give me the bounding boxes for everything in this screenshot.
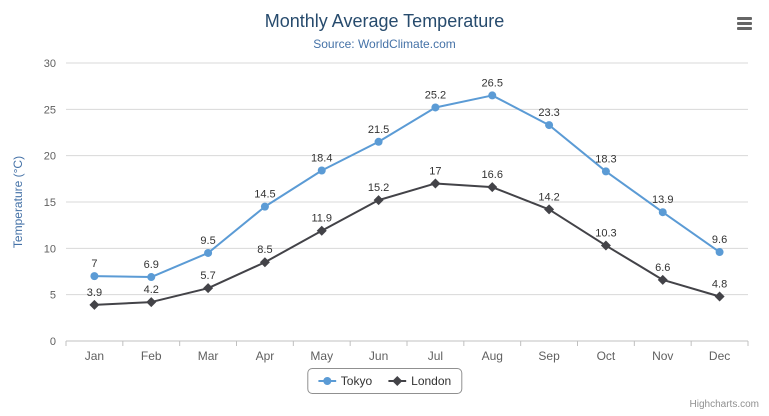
data-label: 26.5 bbox=[482, 77, 503, 89]
series-line-tokyo bbox=[93, 94, 721, 279]
data-label: 17 bbox=[429, 165, 441, 177]
x-tick-label: Jul bbox=[428, 349, 443, 363]
x-tick-label: Jun bbox=[369, 349, 388, 363]
data-point-marker[interactable] bbox=[600, 240, 611, 251]
data-point-marker[interactable] bbox=[146, 297, 157, 308]
data-label: 4.2 bbox=[144, 284, 159, 296]
data-label: 4.8 bbox=[712, 279, 727, 291]
legend-item-tokyo[interactable]: Tokyo bbox=[317, 374, 373, 388]
series-line-london bbox=[93, 182, 721, 306]
data-label: 11.9 bbox=[311, 213, 332, 225]
data-label: 7 bbox=[91, 258, 97, 270]
data-label: 18.3 bbox=[595, 153, 616, 165]
data-label: 9.5 bbox=[200, 235, 215, 247]
chart-subtitle: Source: WorldClimate.com bbox=[313, 37, 456, 51]
data-point-marker[interactable] bbox=[714, 291, 725, 302]
data-point-marker[interactable] bbox=[90, 272, 99, 281]
data-point-marker[interactable] bbox=[259, 257, 270, 268]
y-tick-label: 5 bbox=[50, 290, 56, 302]
data-label: 6.9 bbox=[144, 259, 159, 271]
data-label: 25.2 bbox=[425, 89, 446, 101]
data-point-marker[interactable] bbox=[147, 273, 156, 282]
data-label: 16.6 bbox=[482, 169, 503, 181]
x-tick-label: Nov bbox=[652, 349, 673, 363]
y-tick-label: 15 bbox=[44, 197, 56, 209]
x-tick-label: Sep bbox=[538, 349, 560, 363]
y-tick-label: 20 bbox=[44, 151, 56, 163]
legend-item-london[interactable]: London bbox=[388, 374, 451, 388]
x-tick-label: Mar bbox=[198, 349, 219, 363]
x-tick-label: Jan bbox=[85, 349, 104, 363]
x-tick-label: Oct bbox=[597, 349, 616, 363]
data-point-marker[interactable] bbox=[601, 167, 610, 176]
legend-label: Tokyo bbox=[340, 374, 373, 388]
y-tick-label: 0 bbox=[50, 336, 56, 348]
data-point-marker[interactable] bbox=[260, 202, 269, 211]
data-point-marker[interactable] bbox=[657, 274, 668, 285]
data-point-marker[interactable] bbox=[545, 121, 554, 130]
y-tick-label: 30 bbox=[44, 58, 56, 70]
data-point-marker[interactable] bbox=[317, 166, 326, 175]
y-tick-label: 10 bbox=[44, 243, 56, 255]
legend: Tokyo London bbox=[306, 368, 463, 394]
y-tick-label: 25 bbox=[44, 104, 56, 116]
x-tick-label: May bbox=[310, 349, 333, 363]
hamburger-menu-icon[interactable] bbox=[731, 12, 757, 34]
data-label: 3.9 bbox=[87, 287, 102, 299]
data-point-marker[interactable] bbox=[204, 248, 213, 257]
data-point-marker[interactable] bbox=[431, 103, 440, 112]
data-point-marker[interactable] bbox=[544, 204, 555, 215]
data-label: 18.4 bbox=[311, 152, 332, 164]
data-label: 14.5 bbox=[254, 189, 275, 201]
diamond-marker-icon bbox=[388, 376, 407, 386]
data-point-marker[interactable] bbox=[373, 195, 384, 206]
data-point-marker[interactable] bbox=[658, 208, 667, 217]
data-label: 23.3 bbox=[538, 107, 559, 119]
data-label: 5.7 bbox=[200, 270, 215, 282]
data-label: 10.3 bbox=[595, 228, 616, 240]
chart-title: Monthly Average Temperature bbox=[264, 11, 505, 31]
highcharts-credits-link[interactable]: Highcharts.com bbox=[689, 399, 759, 410]
data-point-marker[interactable] bbox=[316, 225, 327, 236]
x-tick-label: Dec bbox=[709, 349, 730, 363]
x-tick-label: Feb bbox=[141, 349, 162, 363]
data-label: 14.2 bbox=[538, 191, 559, 203]
data-label: 8.5 bbox=[257, 244, 272, 256]
data-point-marker[interactable] bbox=[374, 137, 383, 146]
x-tick-label: Aug bbox=[482, 349, 503, 363]
data-point-marker[interactable] bbox=[715, 248, 724, 257]
data-label: 13.9 bbox=[652, 194, 673, 206]
y-axis-title: Temperature (°C) bbox=[11, 156, 25, 248]
data-point-marker[interactable] bbox=[430, 178, 441, 189]
data-point-marker[interactable] bbox=[203, 283, 214, 294]
data-point-marker[interactable] bbox=[488, 91, 497, 100]
data-label: 6.6 bbox=[655, 262, 670, 274]
data-point-marker[interactable] bbox=[487, 182, 498, 193]
legend-label: London bbox=[411, 374, 452, 388]
data-point-marker[interactable] bbox=[89, 299, 100, 310]
circle-marker-icon bbox=[317, 377, 336, 385]
x-tick-label: Apr bbox=[256, 349, 275, 363]
data-label: 21.5 bbox=[368, 124, 389, 136]
data-label: 9.6 bbox=[712, 234, 727, 246]
data-label: 15.2 bbox=[368, 182, 389, 194]
